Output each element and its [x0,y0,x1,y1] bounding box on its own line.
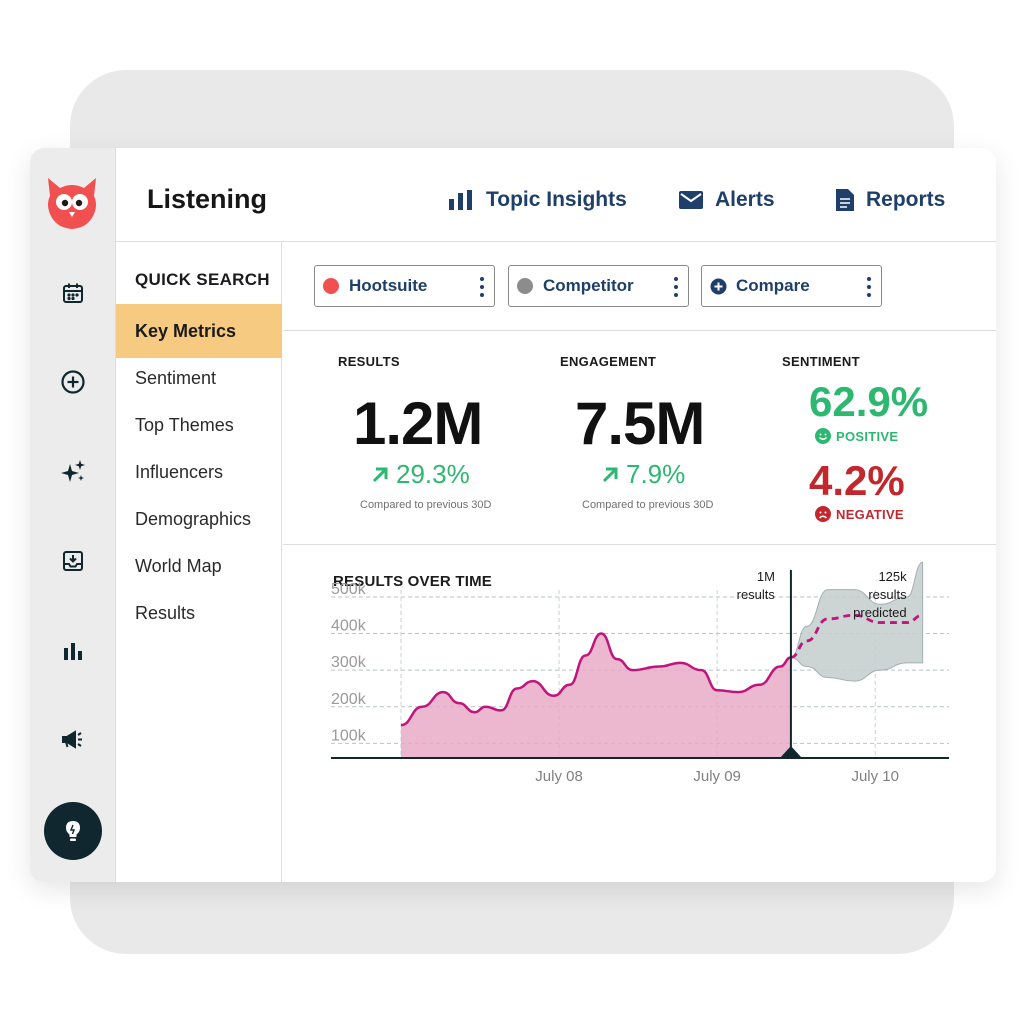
gray-dot-icon [517,278,533,294]
top-header: Listening Topic Insights Alerts Reports [116,148,996,242]
filter-chip-label: Compare [736,276,810,295]
prediction-band [790,561,924,682]
series-line [400,632,792,727]
calendar-icon[interactable] [51,271,95,315]
bar-chart-icon[interactable] [51,629,95,673]
page-title: Listening [147,184,267,214]
y-tick-label: 200k [331,691,367,708]
nav-label: Reports [866,188,946,211]
engagement-label: ENGAGEMENT [560,354,657,369]
sentiment-negative-label: NEGATIVE [836,506,904,522]
red-dot-icon [323,278,339,294]
filter-chip-competitor[interactable]: Competitor [508,265,689,307]
plus-circle-icon [710,278,727,294]
nav-alerts[interactable]: Alerts [679,188,775,212]
filter-chip-compare[interactable]: Compare [701,265,882,307]
icon-rail [30,148,116,882]
sentiment-label: SENTIMENT [782,354,860,369]
now-marker-triangle [779,746,802,758]
smiley-icon [815,428,831,444]
kebab-menu-icon[interactable] [674,277,678,301]
sentiment-positive-tag: POSITIVE [815,428,898,444]
chart-annotation: results [868,587,907,602]
y-tick-label: 300k [331,654,367,671]
metrics-row: RESULTS 1.2M 29.3% Compared to previous … [283,331,996,545]
nav-label: Topic Insights [486,188,627,211]
x-tick-label: July 08 [535,768,583,785]
series-area [401,633,791,758]
filter-chip-label: Hootsuite [349,276,428,295]
lightbulb-icon[interactable] [44,802,102,860]
kebab-menu-icon[interactable] [480,277,484,301]
filter-chip-hootsuite[interactable]: Hootsuite [314,265,495,307]
main-content: Hootsuite Competitor Compare RESULTS [283,242,996,882]
megaphone-icon[interactable] [51,718,95,762]
engagement-note: Compared to previous 30D [582,499,714,511]
results-change: 29.3% [370,459,470,490]
bar-chart-icon [449,190,472,210]
engagement-value: 7.5M [575,390,705,457]
chart-canvas: 100k 200k 300k 400k 500k July 08 July 09 July 1… [331,561,949,785]
x-tick-label: July 10 [851,768,899,785]
sentiment-positive-label: POSITIVE [836,428,899,444]
y-tick-label: 100k [331,727,367,744]
sparkle-icon[interactable] [51,450,95,494]
envelope-icon [679,191,703,209]
chart-annotation: 125k [878,569,907,584]
kebab-menu-icon[interactable] [867,277,871,301]
y-tick-label: 500k [331,581,367,598]
sentiment-negative-tag: NEGATIVE [815,506,904,522]
sentiment-positive-value: 62.9% [809,378,929,425]
results-note: Compared to previous 30D [360,499,492,511]
arrow-up-right-icon [602,467,618,482]
predicted-line [790,613,923,659]
quick-search-panel: QUICK SEARCH Key Metrics Sentiment Top T… [116,242,282,882]
chart-annotation: predicted [853,605,906,620]
quick-search-item-demographics[interactable]: Demographics [135,508,252,529]
document-icon [836,189,854,211]
nav-reports[interactable]: Reports [836,188,945,212]
quick-search-item-sentiment[interactable]: Sentiment [135,367,217,388]
filter-chip-label: Competitor [543,276,634,295]
y-tick-label: 400k [331,618,367,635]
app-window: Listening Topic Insights Alerts Reports [30,148,996,882]
plus-circle-icon[interactable] [51,360,95,404]
quick-search-title: QUICK SEARCH [135,270,270,289]
owl-logo-icon[interactable] [42,172,102,232]
filter-bar: Hootsuite Competitor Compare [283,242,996,331]
frowny-icon [815,506,831,522]
chart-annotation: 1M [757,569,775,584]
results-over-time-chart: RESULTS OVER TIME 100k 200k 300k 400k 500k Ju… [283,545,996,882]
quick-search-item-world-map[interactable]: World Map [135,555,222,576]
chart-annotation: results [737,587,776,602]
arrow-up-right-icon [372,467,388,482]
quick-search-item-results[interactable]: Results [135,602,196,623]
chart-title: RESULTS OVER TIME [333,573,492,590]
results-label: RESULTS [338,354,400,369]
inbox-icon[interactable] [51,539,95,583]
quick-search-item-key-metrics[interactable]: Key Metrics [116,304,282,358]
nav-topic-insights[interactable]: Topic Insights [448,188,627,212]
results-change-value: 29.3% [396,459,470,489]
quick-search-item-top-themes[interactable]: Top Themes [135,414,234,435]
engagement-change: 7.9% [600,459,685,490]
nav-label: Alerts [715,188,775,211]
x-tick-label: July 09 [693,768,741,785]
quick-search-item-influencers[interactable]: Influencers [135,461,224,482]
results-value: 1.2M [353,390,483,457]
engagement-change-value: 7.9% [626,459,686,489]
sentiment-negative-value: 4.2% [809,457,905,504]
